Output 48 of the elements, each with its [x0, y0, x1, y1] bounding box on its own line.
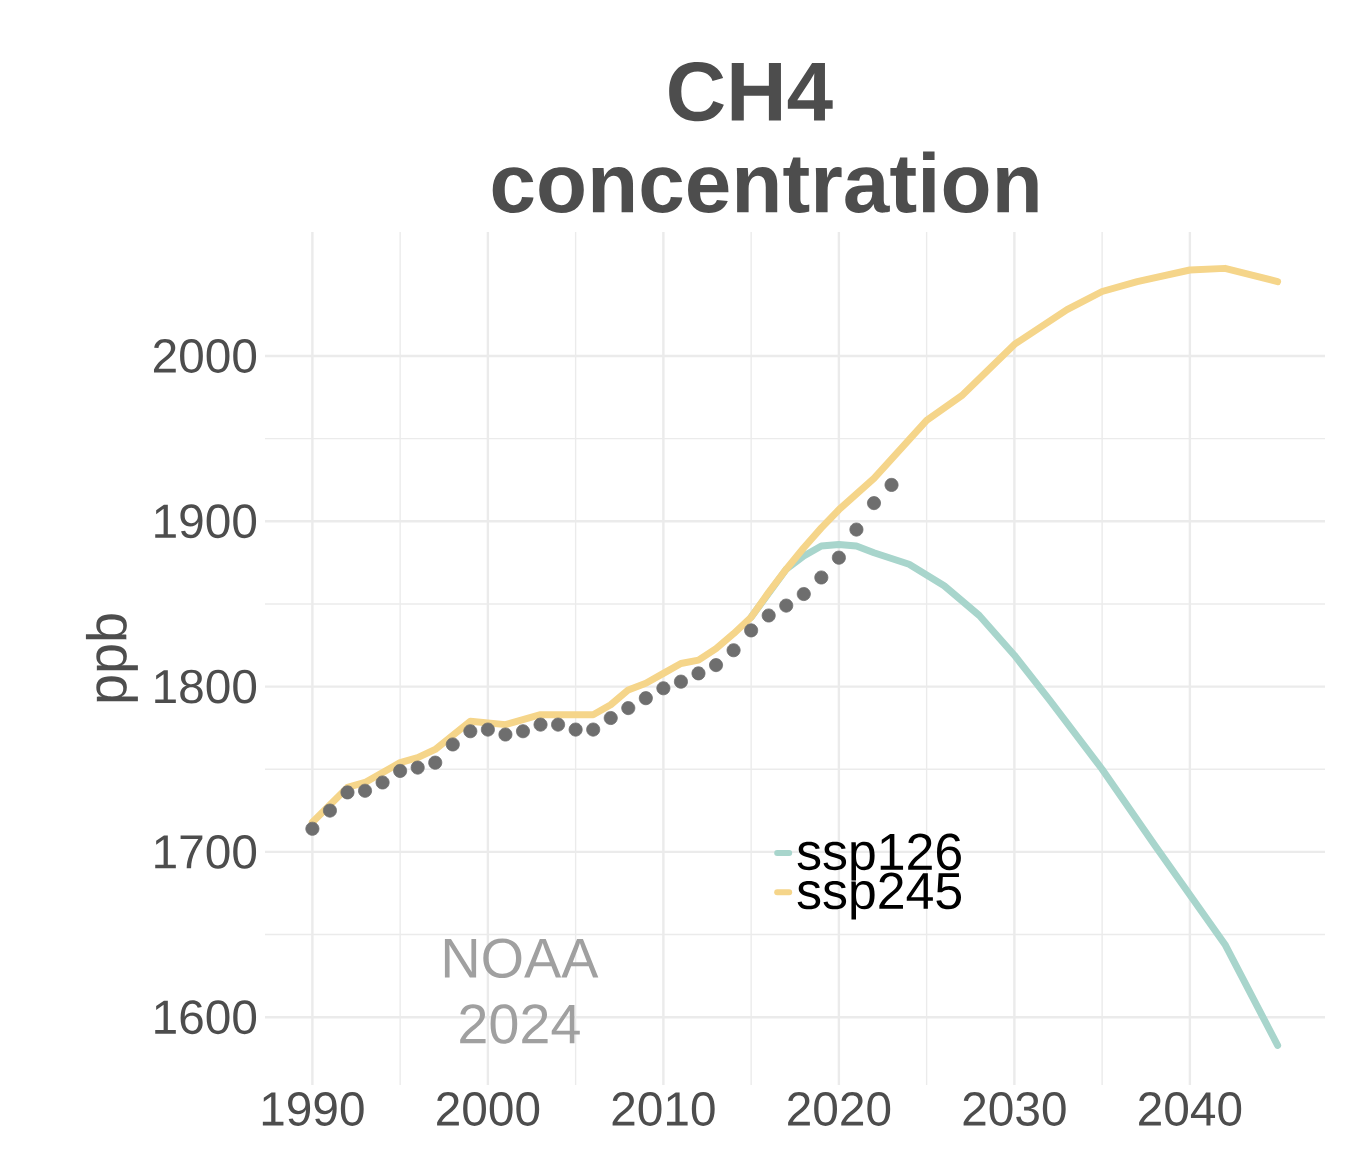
point [533, 717, 548, 732]
point [796, 587, 811, 601]
x-tick-label: 2000 [437, 1092, 540, 1126]
point [867, 496, 881, 511]
x-tick-label: 1990 [262, 1092, 364, 1126]
annotation: NOAA 2024 [444, 938, 599, 1044]
point [463, 724, 478, 739]
point [709, 658, 724, 673]
x-tick-label: 2030 [963, 1092, 1066, 1126]
point [726, 643, 741, 658]
point [831, 550, 846, 565]
point [586, 722, 601, 737]
point [814, 570, 829, 585]
point [480, 722, 495, 737]
x-tick-label: 2020 [788, 1092, 891, 1126]
point [551, 717, 566, 732]
point [375, 775, 390, 790]
point [691, 666, 706, 681]
point [884, 477, 899, 492]
point [779, 598, 794, 613]
point [656, 681, 671, 696]
y-tick-label: 1600 [155, 1000, 257, 1035]
point [673, 674, 688, 689]
chart-title: CH4 concentration [492, 62, 1038, 213]
point [568, 722, 583, 737]
point [305, 821, 320, 836]
point [410, 760, 425, 775]
point [358, 783, 373, 798]
point [445, 737, 460, 752]
y-tick-label: 1900 [155, 504, 257, 539]
x-tick-label: 2040 [1139, 1092, 1242, 1126]
point [603, 711, 618, 725]
point [393, 763, 408, 778]
point [340, 785, 355, 800]
point [638, 691, 653, 706]
y-axis-title: ppb [85, 614, 138, 702]
point [498, 727, 513, 742]
point [322, 803, 337, 818]
point [761, 608, 776, 623]
y-tick-label: 1800 [155, 669, 257, 704]
y-tick-label: 2000 [153, 339, 257, 373]
point [744, 623, 759, 638]
y-tick-label: 1700 [155, 835, 257, 869]
x-tick-label: 2010 [612, 1092, 715, 1126]
point [849, 522, 864, 537]
point [621, 701, 636, 716]
point [516, 724, 530, 739]
point [428, 755, 443, 770]
